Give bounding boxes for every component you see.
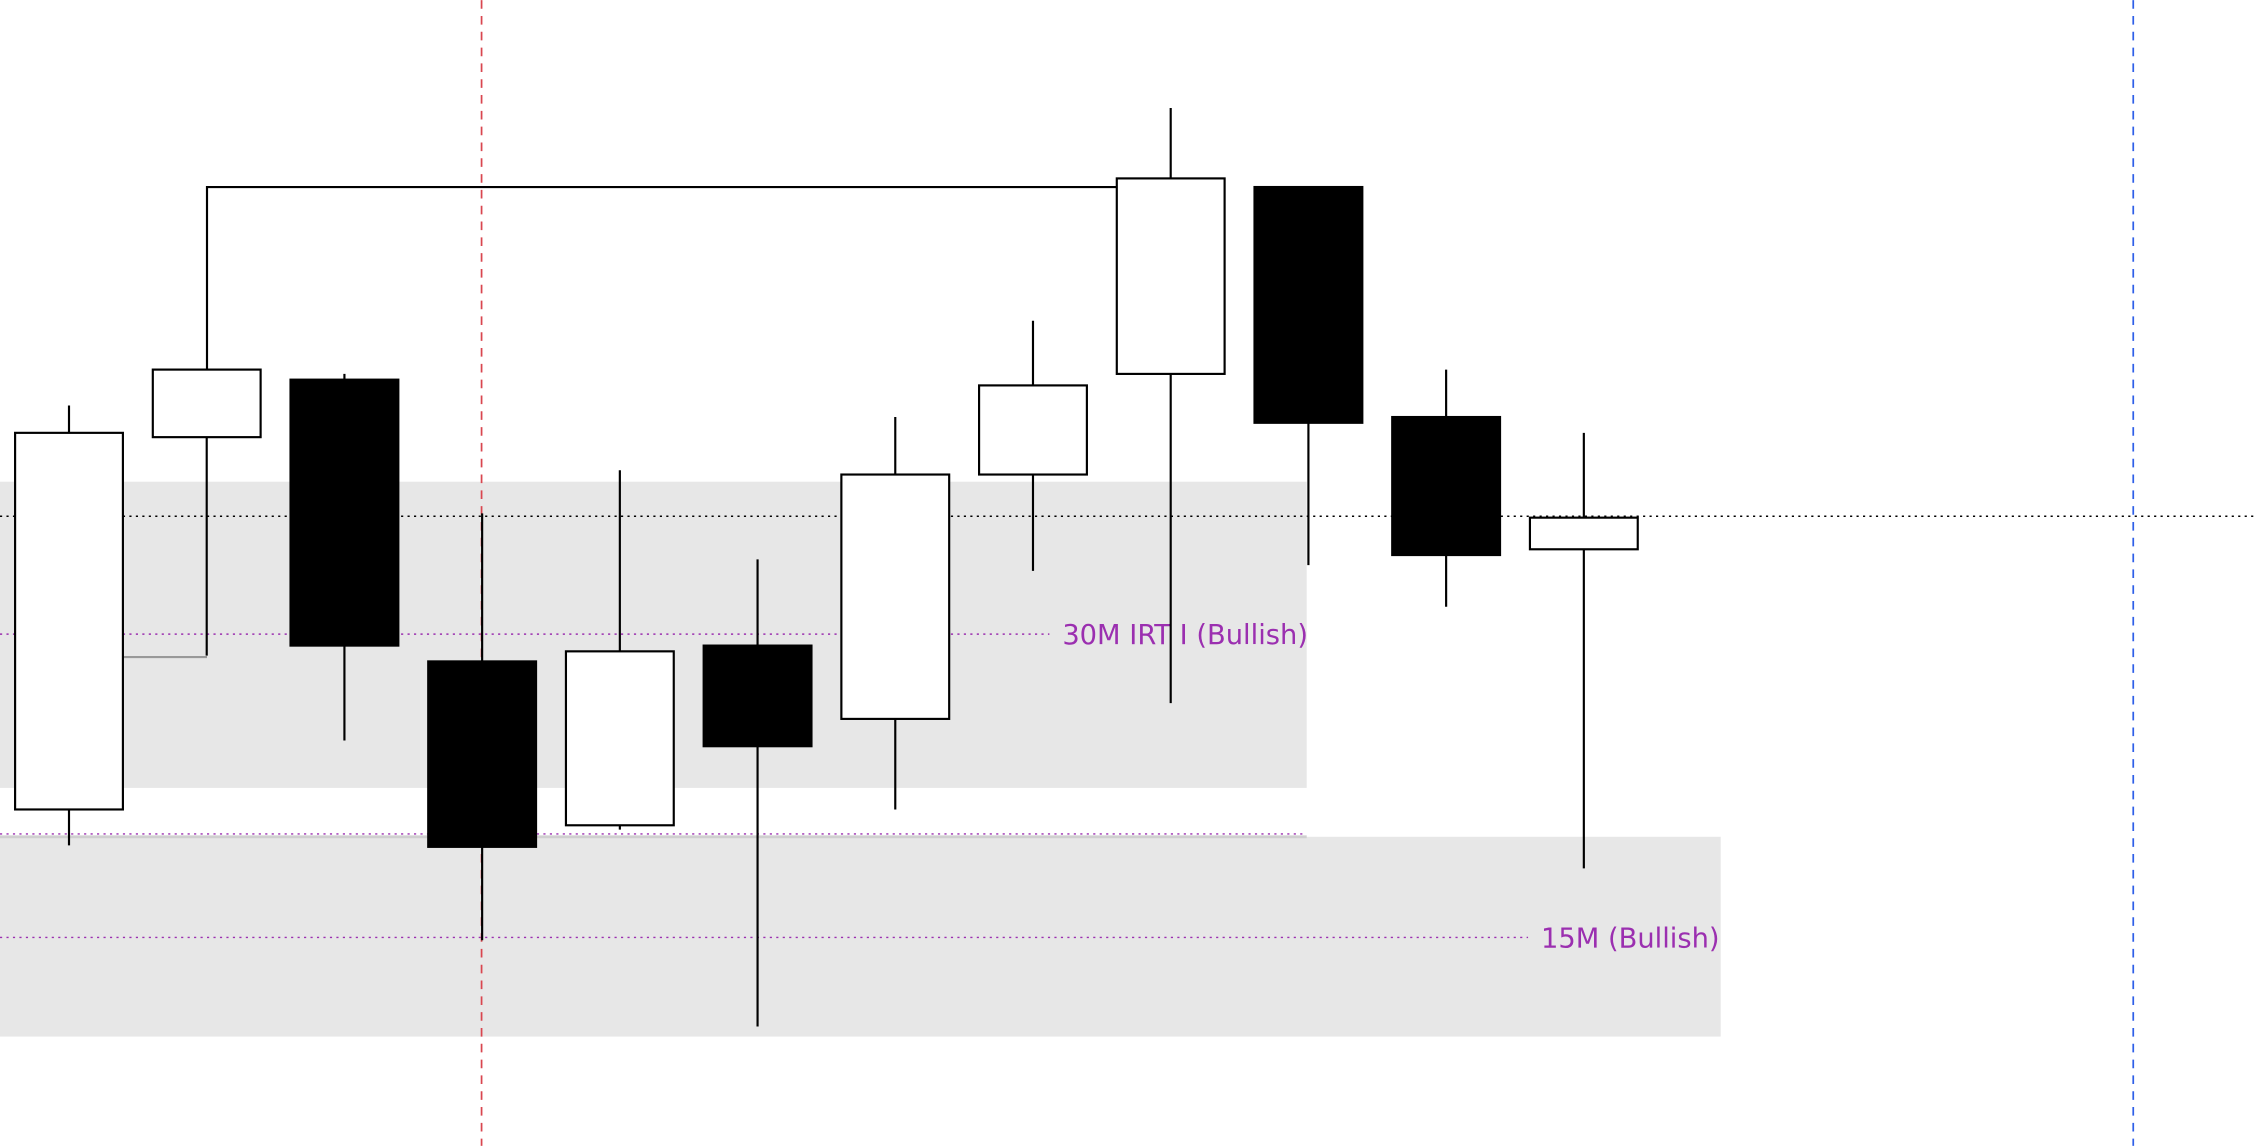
candle-body-bearish <box>702 644 813 748</box>
candle-body-bullish <box>151 368 262 439</box>
swing-high-line <box>205 185 1119 370</box>
candle-body-bearish <box>1253 185 1364 424</box>
candle-body-bullish <box>564 650 675 827</box>
candle-body-bullish <box>840 473 951 720</box>
candle-body-bullish <box>1115 177 1226 375</box>
candle-body-bullish <box>14 431 124 811</box>
candle-body-bullish <box>1528 516 1639 551</box>
candle-body-bearish <box>427 660 538 848</box>
candle-body-bearish <box>289 378 400 647</box>
zone-15m-label: 15M (Bullish) <box>1541 923 1720 954</box>
candle-body-bullish <box>978 384 1088 476</box>
zone-30m-label: 30M IRT I (Bullish) <box>1062 620 1308 651</box>
candle-body-bearish <box>1391 415 1502 557</box>
